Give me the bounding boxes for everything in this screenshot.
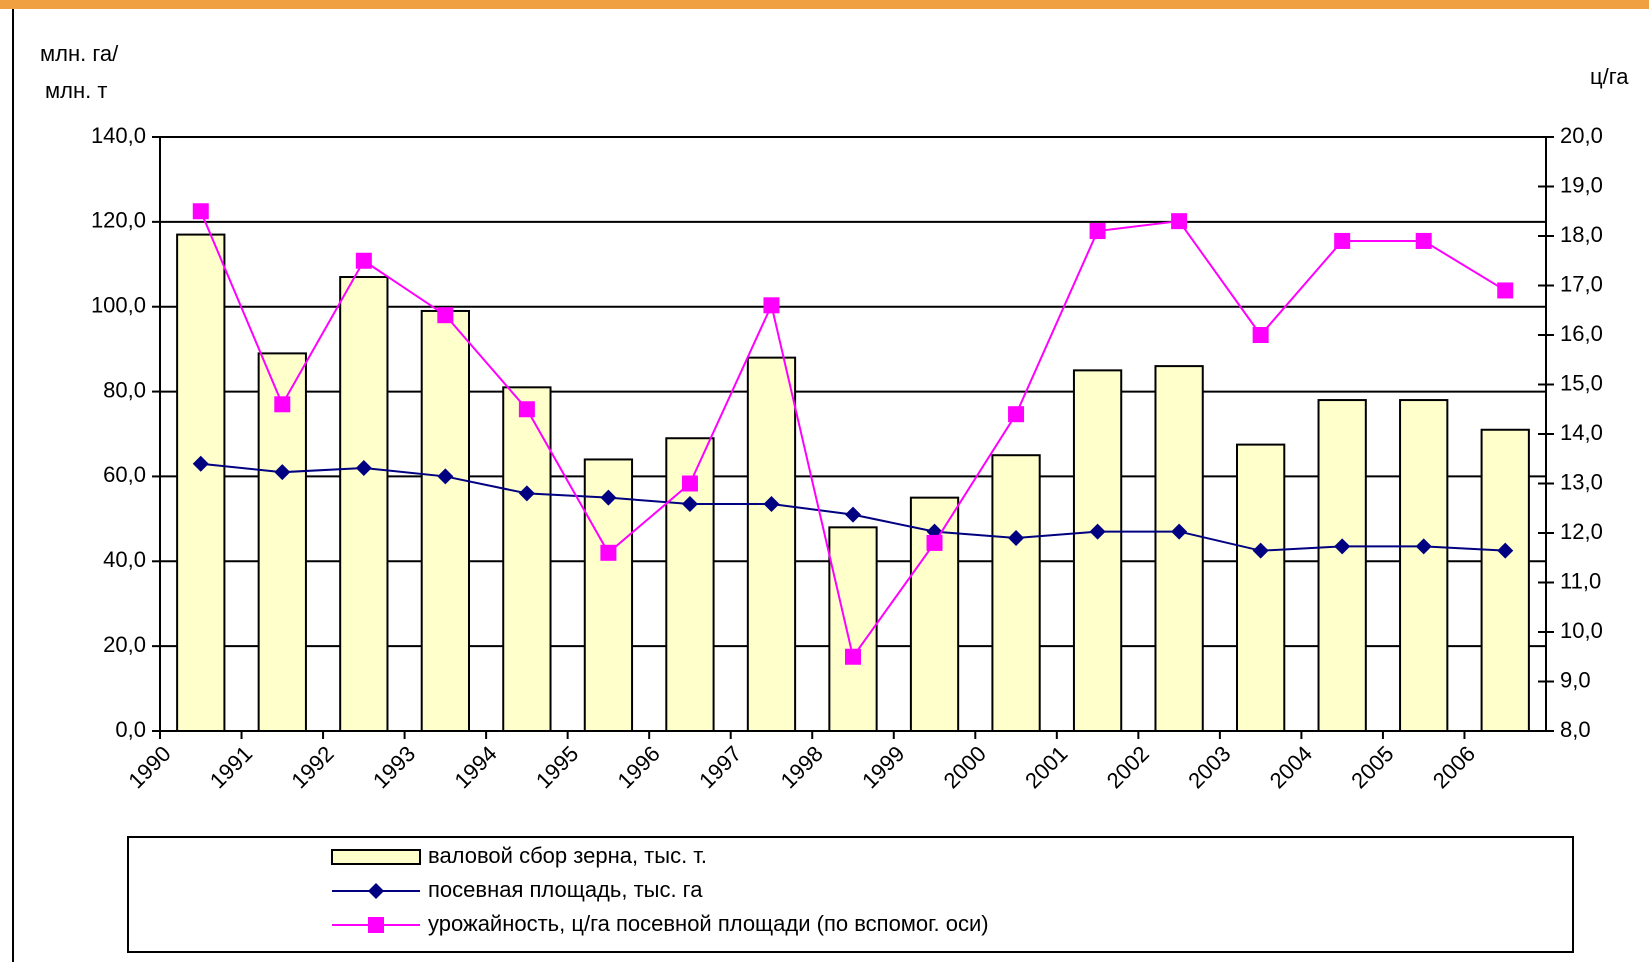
y-tick-label: 60,0 <box>103 462 146 487</box>
x-tick-label: 1993 <box>368 741 420 793</box>
y-tick-label: 20,0 <box>103 632 146 657</box>
marker <box>1497 542 1514 559</box>
marker <box>274 464 291 481</box>
marker <box>1415 538 1432 555</box>
marker <box>1089 223 1106 240</box>
marker <box>1415 232 1432 249</box>
marker <box>926 534 943 551</box>
y2-tick-label: 13,0 <box>1560 469 1603 494</box>
marker <box>1252 327 1269 343</box>
legend-label: урожайность, ц/га посевной площади (по в… <box>428 911 989 936</box>
legend-label: валовой сбор зерна, тыс. т. <box>428 843 707 868</box>
marker <box>518 485 535 502</box>
bar <box>176 233 226 732</box>
y2-tick-label: 20,0 <box>1560 123 1603 148</box>
marker <box>845 506 861 523</box>
bar <box>828 526 878 732</box>
y2-tick-label: 9,0 <box>1560 667 1591 692</box>
y-tick-label: 40,0 <box>103 547 146 572</box>
y-tick-label: 100,0 <box>91 293 146 318</box>
marker <box>600 489 617 506</box>
legend-swatch <box>331 849 421 865</box>
marker <box>518 401 535 418</box>
marker <box>437 468 454 485</box>
y2-tick-label: 8,0 <box>1560 717 1591 742</box>
y2-tick-label: 14,0 <box>1560 420 1603 445</box>
bar <box>420 309 470 732</box>
y-axis-label-2: млн. т <box>45 78 107 103</box>
y2-tick-label: 10,0 <box>1560 618 1603 643</box>
bar <box>257 352 307 732</box>
marker <box>1008 529 1025 546</box>
x-tick-label: 1995 <box>531 741 583 793</box>
y2-axis-label: ц/га <box>1590 64 1629 89</box>
marker <box>192 203 209 220</box>
bar <box>1399 399 1449 732</box>
y2-tick-label: 16,0 <box>1560 321 1603 346</box>
y-axis-label: млн. га/ <box>40 41 119 66</box>
x-tick-label: 1998 <box>776 741 828 793</box>
x-tick-label: 2001 <box>1020 741 1072 793</box>
x-tick-label: 1996 <box>613 741 665 793</box>
marker <box>274 396 291 413</box>
marker <box>1171 523 1188 540</box>
marker <box>1334 232 1351 249</box>
y2-tick-label: 15,0 <box>1560 370 1603 395</box>
bar <box>991 454 1041 732</box>
marker <box>437 307 454 324</box>
y-tick-label: 120,0 <box>91 208 146 233</box>
x-tick-label: 1991 <box>205 741 257 793</box>
bar <box>1072 369 1123 732</box>
marker <box>1008 406 1025 423</box>
marker <box>763 297 780 314</box>
bar <box>502 386 552 732</box>
x-tick-label: 2002 <box>1102 741 1154 793</box>
marker <box>1252 542 1269 559</box>
marker <box>681 475 698 492</box>
bar <box>665 437 715 732</box>
top-border <box>0 0 1649 9</box>
marker <box>600 544 617 561</box>
legend-label: посевная площадь, тыс. га <box>428 877 703 902</box>
marker <box>355 459 372 476</box>
x-tick-label: 1997 <box>694 741 746 793</box>
bar <box>1154 365 1204 732</box>
bar <box>1317 399 1367 732</box>
y-tick-label: 80,0 <box>103 377 146 402</box>
x-tick-label: 1990 <box>123 741 175 793</box>
y2-tick-label: 19,0 <box>1560 172 1603 197</box>
marker <box>1334 538 1351 555</box>
bar <box>339 276 389 732</box>
x-tick-label: 1992 <box>286 741 338 793</box>
y2-tick-label: 18,0 <box>1560 222 1603 247</box>
y2-tick-label: 17,0 <box>1560 271 1603 296</box>
x-tick-label: 2005 <box>1346 741 1398 793</box>
x-tick-label: 1999 <box>857 741 909 793</box>
x-tick-label: 1994 <box>449 741 501 793</box>
y2-tick-label: 12,0 <box>1560 519 1603 544</box>
legend-marker <box>368 917 384 933</box>
bar <box>746 356 797 732</box>
x-tick-label: 2000 <box>939 741 991 793</box>
x-tick-label: 2006 <box>1428 741 1480 793</box>
x-tick-label: 2004 <box>1265 741 1317 793</box>
y-tick-label: 140,0 <box>91 123 146 148</box>
bar <box>1480 428 1530 732</box>
bar <box>1236 443 1286 732</box>
y2-tick-label: 11,0 <box>1560 568 1601 593</box>
x-tick-label: 2003 <box>1183 741 1235 793</box>
marker <box>355 252 372 269</box>
marker <box>845 648 861 665</box>
y-tick-label: 0,0 <box>115 717 146 742</box>
marker <box>1089 523 1106 540</box>
marker <box>192 455 209 472</box>
marker <box>763 496 780 513</box>
marker <box>681 496 698 513</box>
legend-marker <box>368 883 384 899</box>
marker <box>1171 213 1188 230</box>
marker <box>1497 282 1514 299</box>
